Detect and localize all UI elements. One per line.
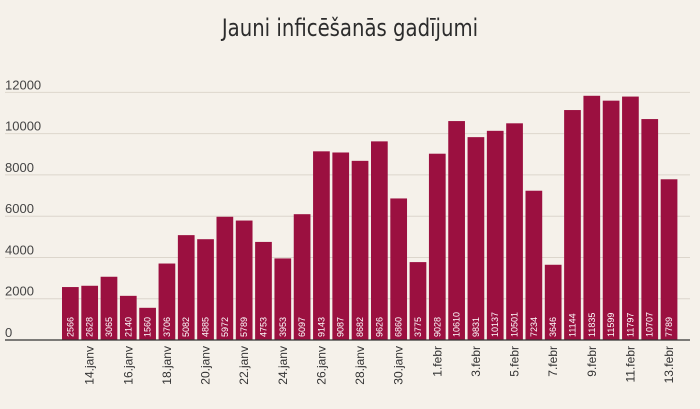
bar [467, 137, 485, 340]
bar-value-label: 5082 [181, 317, 191, 337]
x-tick-label: 9.febr [585, 346, 599, 377]
bar [255, 241, 272, 340]
bar-value-label: 6860 [394, 317, 404, 337]
bar-value-label: 7234 [529, 317, 539, 337]
bar-value-label: 9831 [471, 317, 481, 337]
bar [158, 263, 176, 340]
bar-value-label: 4885 [201, 317, 211, 337]
bar [428, 153, 446, 340]
y-tick-label: 4000 [5, 242, 34, 257]
x-tick-label: 7.febr [546, 346, 560, 377]
bar [486, 130, 504, 340]
bar-value-label: 9626 [374, 317, 384, 337]
bar-value-label: 9028 [432, 317, 442, 337]
bar [313, 151, 330, 340]
y-tick-label: 8000 [5, 160, 34, 175]
bar [564, 110, 581, 341]
bar [119, 295, 137, 340]
bar-value-label: 1560 [143, 317, 153, 337]
bar-value-label: 11797 [625, 313, 635, 337]
bar [274, 258, 292, 340]
bar-value-label: 3646 [548, 317, 558, 337]
bar-value-label: 10707 [645, 312, 655, 337]
bar [525, 190, 543, 340]
bar [293, 214, 311, 340]
y-tick-label: 12000 [5, 77, 41, 92]
bar-value-label: 2628 [85, 317, 95, 337]
bar-value-label: 4753 [258, 317, 268, 337]
bar [371, 141, 388, 340]
bar [602, 100, 620, 341]
bar [216, 216, 234, 340]
bar-value-label: 10610 [452, 312, 462, 337]
x-tick-label: 20.janv [199, 346, 213, 385]
bar-value-label: 3706 [162, 317, 172, 337]
bar [622, 96, 639, 340]
x-tick-label: 30.janv [392, 346, 406, 385]
x-tick-label: 5.febr [508, 346, 522, 377]
bar [139, 307, 156, 340]
y-tick-label: 0 [5, 325, 12, 340]
bar [448, 121, 465, 340]
y-tick-label: 2000 [5, 284, 34, 299]
bar-value-label: 2566 [65, 317, 75, 337]
x-tick-label: 24.janv [276, 346, 290, 385]
x-tick-label: 22.janv [237, 346, 251, 385]
bar-value-label: 11599 [606, 313, 616, 337]
bar [197, 239, 214, 340]
bar-value-label: 10501 [510, 312, 520, 337]
bar [351, 160, 369, 340]
x-tick-label: 18.janv [160, 346, 174, 385]
bar [177, 235, 195, 340]
bar [544, 264, 562, 340]
bar-value-label: 9087 [336, 317, 346, 337]
bar-value-label: 5972 [220, 317, 230, 337]
bar-value-label: 3953 [278, 317, 288, 337]
bar [506, 123, 523, 340]
x-tick-label: 26.janv [314, 346, 328, 385]
bar [62, 287, 79, 340]
bar [332, 152, 350, 340]
x-tick-label: 16.janv [121, 346, 135, 385]
x-tick-label: 1.febr [430, 346, 444, 377]
bar [409, 262, 427, 340]
bar-value-label: 5789 [239, 317, 249, 337]
bar-value-label: 7789 [664, 317, 674, 337]
bar [100, 276, 118, 340]
bar-value-label: 9143 [316, 317, 326, 337]
bar-value-label: 10137 [490, 312, 500, 337]
bar [235, 220, 253, 340]
x-tick-label: 14.janv [83, 346, 97, 385]
bar-value-label: 11144 [567, 313, 577, 337]
bar [583, 95, 601, 341]
bar [660, 179, 678, 340]
x-tick-label: 28.janv [353, 346, 367, 385]
chart-title: Jauni inficēšanās gadījumi [221, 14, 479, 42]
bar-value-label: 6097 [297, 317, 307, 337]
y-tick-label: 10000 [5, 119, 41, 134]
bar [81, 285, 99, 340]
x-tick-label: 3.febr [469, 346, 483, 377]
y-tick-label: 6000 [5, 201, 34, 216]
bar [641, 119, 659, 340]
bar-value-label: 2140 [123, 317, 133, 337]
bar-value-label: 11835 [587, 313, 597, 337]
bar-value-label: 3065 [104, 317, 114, 337]
bar-value-label: 8682 [355, 317, 365, 337]
bar-value-label: 3775 [413, 317, 423, 337]
x-tick-label: 13.febr [662, 346, 676, 383]
x-tick-label: 11.febr [623, 346, 637, 382]
bar [390, 198, 408, 340]
